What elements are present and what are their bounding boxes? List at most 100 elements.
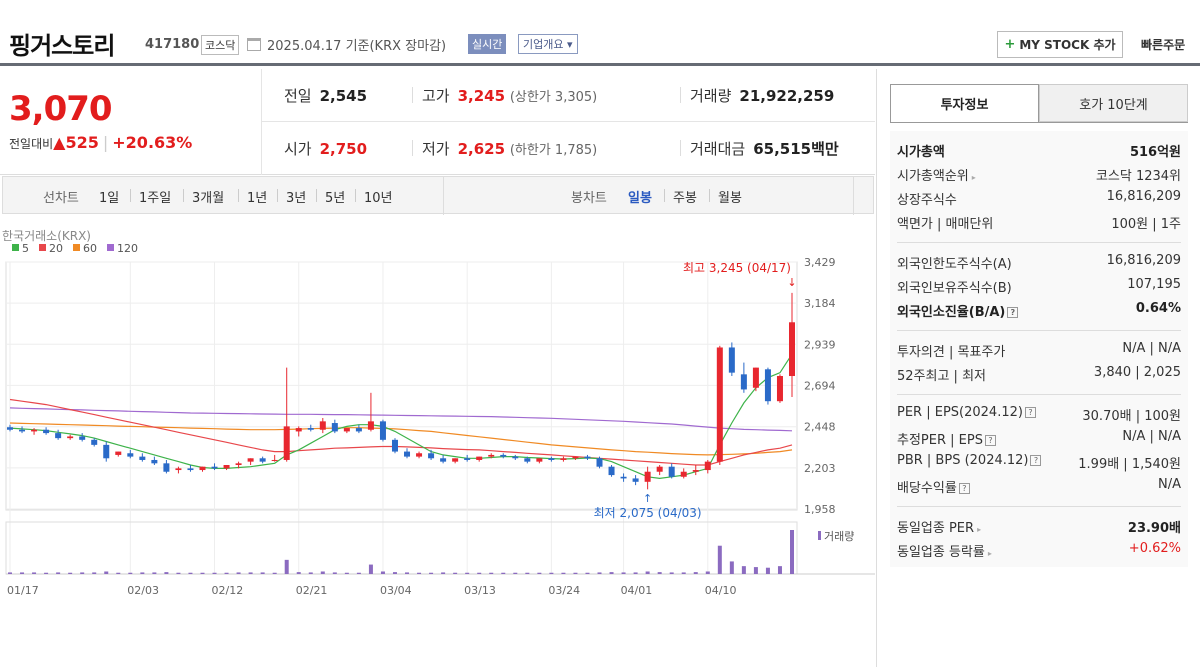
candle-body xyxy=(428,453,435,459)
volume-bar xyxy=(561,572,566,574)
current-price-box: 3,070 전일대비▲525 | +20.63% xyxy=(0,69,262,175)
volume-bar xyxy=(92,572,97,574)
volume-bar xyxy=(284,559,289,574)
amount-unit: 백만 xyxy=(811,140,839,158)
candle-body xyxy=(103,444,110,459)
candle-body xyxy=(644,471,651,482)
candle-body xyxy=(416,453,423,457)
info-key[interactable]: 동일업종 PER ▸ xyxy=(897,521,982,536)
x-tick-label: 04/10 xyxy=(705,584,737,597)
volume-bar xyxy=(164,572,169,574)
info-row: 추정PER | EPS? N/A | N/A xyxy=(897,427,1181,449)
volume-bar xyxy=(116,572,121,574)
tab-monthly[interactable]: 월봉 xyxy=(718,191,742,206)
tab-10year[interactable]: 10년 xyxy=(364,191,393,206)
candle-body xyxy=(764,369,771,402)
y-tick-label: 2,939 xyxy=(804,338,836,351)
moving-averages xyxy=(9,353,793,480)
y-tick-label: 2,694 xyxy=(804,379,836,392)
volume-bar xyxy=(152,572,157,574)
candle-body xyxy=(139,456,146,460)
info-key[interactable]: 시가총액순위 ▸ xyxy=(897,169,976,184)
candle-body xyxy=(404,451,411,457)
divider xyxy=(664,189,665,202)
volume-bar xyxy=(224,572,229,574)
candle-body xyxy=(500,454,507,457)
tab-3month[interactable]: 3개월 xyxy=(192,191,225,206)
tab-daily[interactable]: 일봉 xyxy=(628,191,652,206)
y-tick-label: 3,429 xyxy=(804,256,836,269)
open-value: 2,750 xyxy=(319,140,368,158)
invest-info-table: 시가총액 516억원 시가총액순위 ▸ 코스닥 1234위 상장주식수 16,816,209… xyxy=(890,131,1188,567)
volume-bar xyxy=(417,572,422,574)
info-value: 107,195 xyxy=(1127,277,1181,292)
volume-bar xyxy=(405,572,410,574)
market-badge: 코스닥 xyxy=(201,35,240,55)
moving-average-120 xyxy=(9,407,793,432)
volume-bar xyxy=(248,572,253,574)
volume-label: 거래량 xyxy=(690,87,732,105)
y-tick-label: 2,448 xyxy=(804,421,836,434)
info-row: PBR | BPS (2024.12)? 1.99배 | 1,540원 xyxy=(897,451,1181,473)
help-icon[interactable]: ? xyxy=(1007,307,1019,318)
volume-bar xyxy=(537,572,542,574)
candle-body xyxy=(680,471,687,477)
candle-body xyxy=(584,456,591,459)
help-icon[interactable]: ? xyxy=(1030,455,1042,466)
info-row: 동일업종 PER ▸ 23.90배 xyxy=(897,515,1181,537)
divider xyxy=(412,140,413,156)
candle-body xyxy=(488,454,495,457)
volume-bar xyxy=(429,572,434,574)
candle-body xyxy=(560,458,567,460)
price-summary: 3,070 전일대비▲525 | +20.63% 전일 2,545 고가 3,245 (… xyxy=(0,69,875,175)
tab-invest-info[interactable]: 투자정보 xyxy=(890,84,1039,122)
volume-bar xyxy=(176,572,181,574)
info-row: 상장주식수 16,816,209 xyxy=(897,187,1181,209)
volume-legend-swatch xyxy=(818,531,821,540)
help-icon[interactable]: ? xyxy=(958,483,970,494)
help-icon[interactable]: ? xyxy=(1024,407,1036,418)
tab-1day[interactable]: 1일 xyxy=(99,191,120,206)
candle-body xyxy=(391,439,398,452)
candle-body xyxy=(464,458,471,460)
volume-bar xyxy=(501,572,506,574)
volume-bar xyxy=(272,572,277,574)
tab-1week[interactable]: 1주일 xyxy=(139,191,172,206)
volume-bar xyxy=(20,572,25,574)
info-key[interactable]: 동일업종 등락률 ▸ xyxy=(897,545,992,560)
tab-orderbook-10[interactable]: 호가 10단계 xyxy=(1039,84,1188,122)
divider xyxy=(238,189,239,202)
volume-bar xyxy=(609,572,614,574)
trade-amount: 거래대금 65,515백만 xyxy=(690,138,839,159)
info-value: 코스닥 1234위 xyxy=(1095,169,1181,184)
help-icon[interactable]: ? xyxy=(984,435,996,446)
info-row: 투자의견 | 목표주가 N/A | N/A xyxy=(897,339,1181,361)
base-date: 2025.04.17 기준(KRX 장마감) xyxy=(267,39,447,54)
quick-order-link[interactable]: 빠른주문 xyxy=(1141,38,1186,52)
volume-bar xyxy=(741,566,746,574)
tab-3year[interactable]: 3년 xyxy=(286,191,307,206)
volume-frame xyxy=(5,521,798,575)
info-key: 시가총액 xyxy=(897,145,945,160)
candle-body xyxy=(91,439,98,445)
candle-body xyxy=(476,456,483,460)
tab-weekly[interactable]: 주봉 xyxy=(673,191,697,206)
info-separator xyxy=(897,394,1181,395)
prev-close: 전일 2,545 xyxy=(284,85,367,106)
candle-body xyxy=(307,428,314,430)
realtime-button[interactable]: 실시간 xyxy=(468,34,507,54)
volume-bars xyxy=(8,530,794,574)
add-my-stock-button[interactable]: + MY STOCK 추가 xyxy=(997,31,1123,58)
divider xyxy=(680,140,681,156)
volume-bar xyxy=(790,530,794,574)
volume-bar xyxy=(140,572,145,574)
summary-row-1: 전일 2,545 고가 3,245 (상한가 3,305) 거래량 21,922,25… xyxy=(262,69,875,122)
tab-1year[interactable]: 1년 xyxy=(247,191,268,206)
candle-body xyxy=(67,436,74,439)
chart-grid xyxy=(5,261,875,575)
daily-candle-chart[interactable]: 한국거래소(KRX) 5 20 60 120 3,429 3,184 2,939 2,694… xyxy=(0,222,875,602)
company-overview-dropdown[interactable]: 기업개요 ▾ xyxy=(518,34,578,54)
stock-name: 핑거스토리 xyxy=(9,32,115,60)
volume-bar xyxy=(465,572,470,574)
tab-5year[interactable]: 5년 xyxy=(325,191,346,206)
